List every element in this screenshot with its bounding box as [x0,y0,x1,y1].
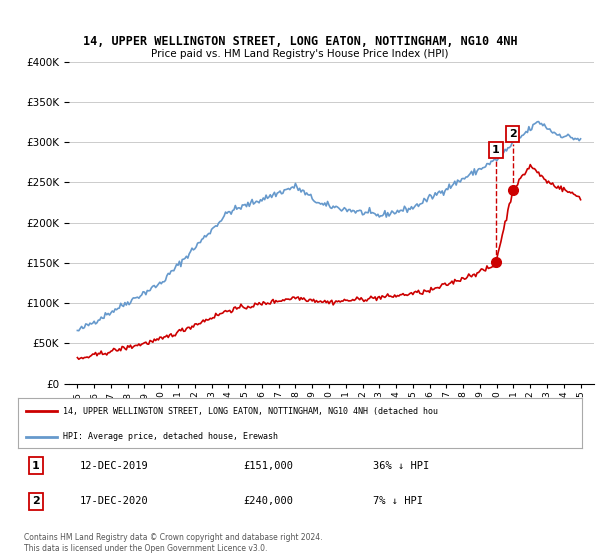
Text: HPI: Average price, detached house, Erewash: HPI: Average price, detached house, Erew… [63,432,278,441]
Text: 12-DEC-2019: 12-DEC-2019 [80,460,149,470]
Text: 14, UPPER WELLINGTON STREET, LONG EATON, NOTTINGHAM, NG10 4NH: 14, UPPER WELLINGTON STREET, LONG EATON,… [83,35,517,48]
Text: £151,000: £151,000 [244,460,293,470]
Text: 36% ↓ HPI: 36% ↓ HPI [373,460,430,470]
Text: 1: 1 [32,460,40,470]
Text: 1: 1 [492,145,500,155]
Text: 17-DEC-2020: 17-DEC-2020 [80,496,149,506]
Text: Price paid vs. HM Land Registry's House Price Index (HPI): Price paid vs. HM Land Registry's House … [151,49,449,59]
Text: 2: 2 [509,129,517,139]
Text: £240,000: £240,000 [244,496,293,506]
Text: 7% ↓ HPI: 7% ↓ HPI [373,496,424,506]
Text: Contains HM Land Registry data © Crown copyright and database right 2024.
This d: Contains HM Land Registry data © Crown c… [24,533,323,553]
Text: 2: 2 [32,496,40,506]
Text: 14, UPPER WELLINGTON STREET, LONG EATON, NOTTINGHAM, NG10 4NH (detached hou: 14, UPPER WELLINGTON STREET, LONG EATON,… [63,407,438,416]
